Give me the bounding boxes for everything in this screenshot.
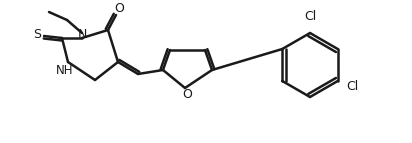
Text: Cl: Cl <box>304 10 316 23</box>
Text: O: O <box>114 2 124 15</box>
Text: N: N <box>77 28 87 41</box>
Text: S: S <box>33 28 41 41</box>
Text: Cl: Cl <box>346 81 358 94</box>
Text: O: O <box>182 88 192 101</box>
Text: NH: NH <box>56 63 74 77</box>
